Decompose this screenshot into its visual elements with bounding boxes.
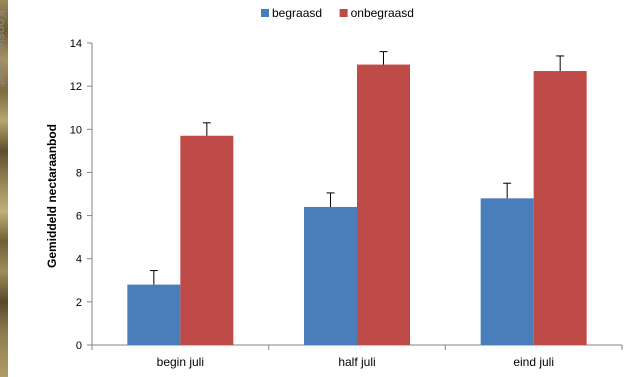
y-axis: 0 2 4 6 8 10 12 14	[70, 38, 93, 352]
y-tick-label: 8	[76, 167, 82, 179]
bar-begraasd	[480, 198, 534, 345]
legend-label: onbegraasd	[351, 6, 414, 20]
background-photo-strip	[0, 0, 8, 377]
legend-label: begraasd	[272, 6, 322, 20]
bar-onbegraasd	[357, 64, 410, 346]
y-tick-label: 12	[70, 81, 82, 93]
y-tick-label: 4	[76, 254, 82, 266]
bars	[127, 51, 587, 346]
x-tick-label: half juli	[338, 355, 375, 369]
bar-begraasd	[304, 206, 357, 345]
bar-onbegraasd	[533, 71, 587, 346]
y-tick-label: 14	[70, 38, 82, 50]
bar-begraasd	[127, 284, 181, 345]
legend-swatch-onbegraasd	[339, 9, 348, 17]
y-tick-label: 2	[76, 297, 82, 309]
legend: begraasd onbegraasd	[261, 6, 414, 20]
y-axis-label: Gemiddeld nectaraanbod	[45, 124, 59, 268]
bar-onbegraasd	[180, 135, 234, 345]
x-tick-label: eind juli	[513, 355, 554, 369]
legend-swatch-begraasd	[261, 9, 269, 17]
x-axis: begin juli half juli eind juli	[91, 344, 623, 369]
y-tick-label: 6	[76, 211, 82, 223]
y-tick-label: 10	[70, 124, 82, 136]
y-tick-label: 0	[76, 340, 82, 352]
x-tick-label: begin juli	[157, 355, 204, 369]
